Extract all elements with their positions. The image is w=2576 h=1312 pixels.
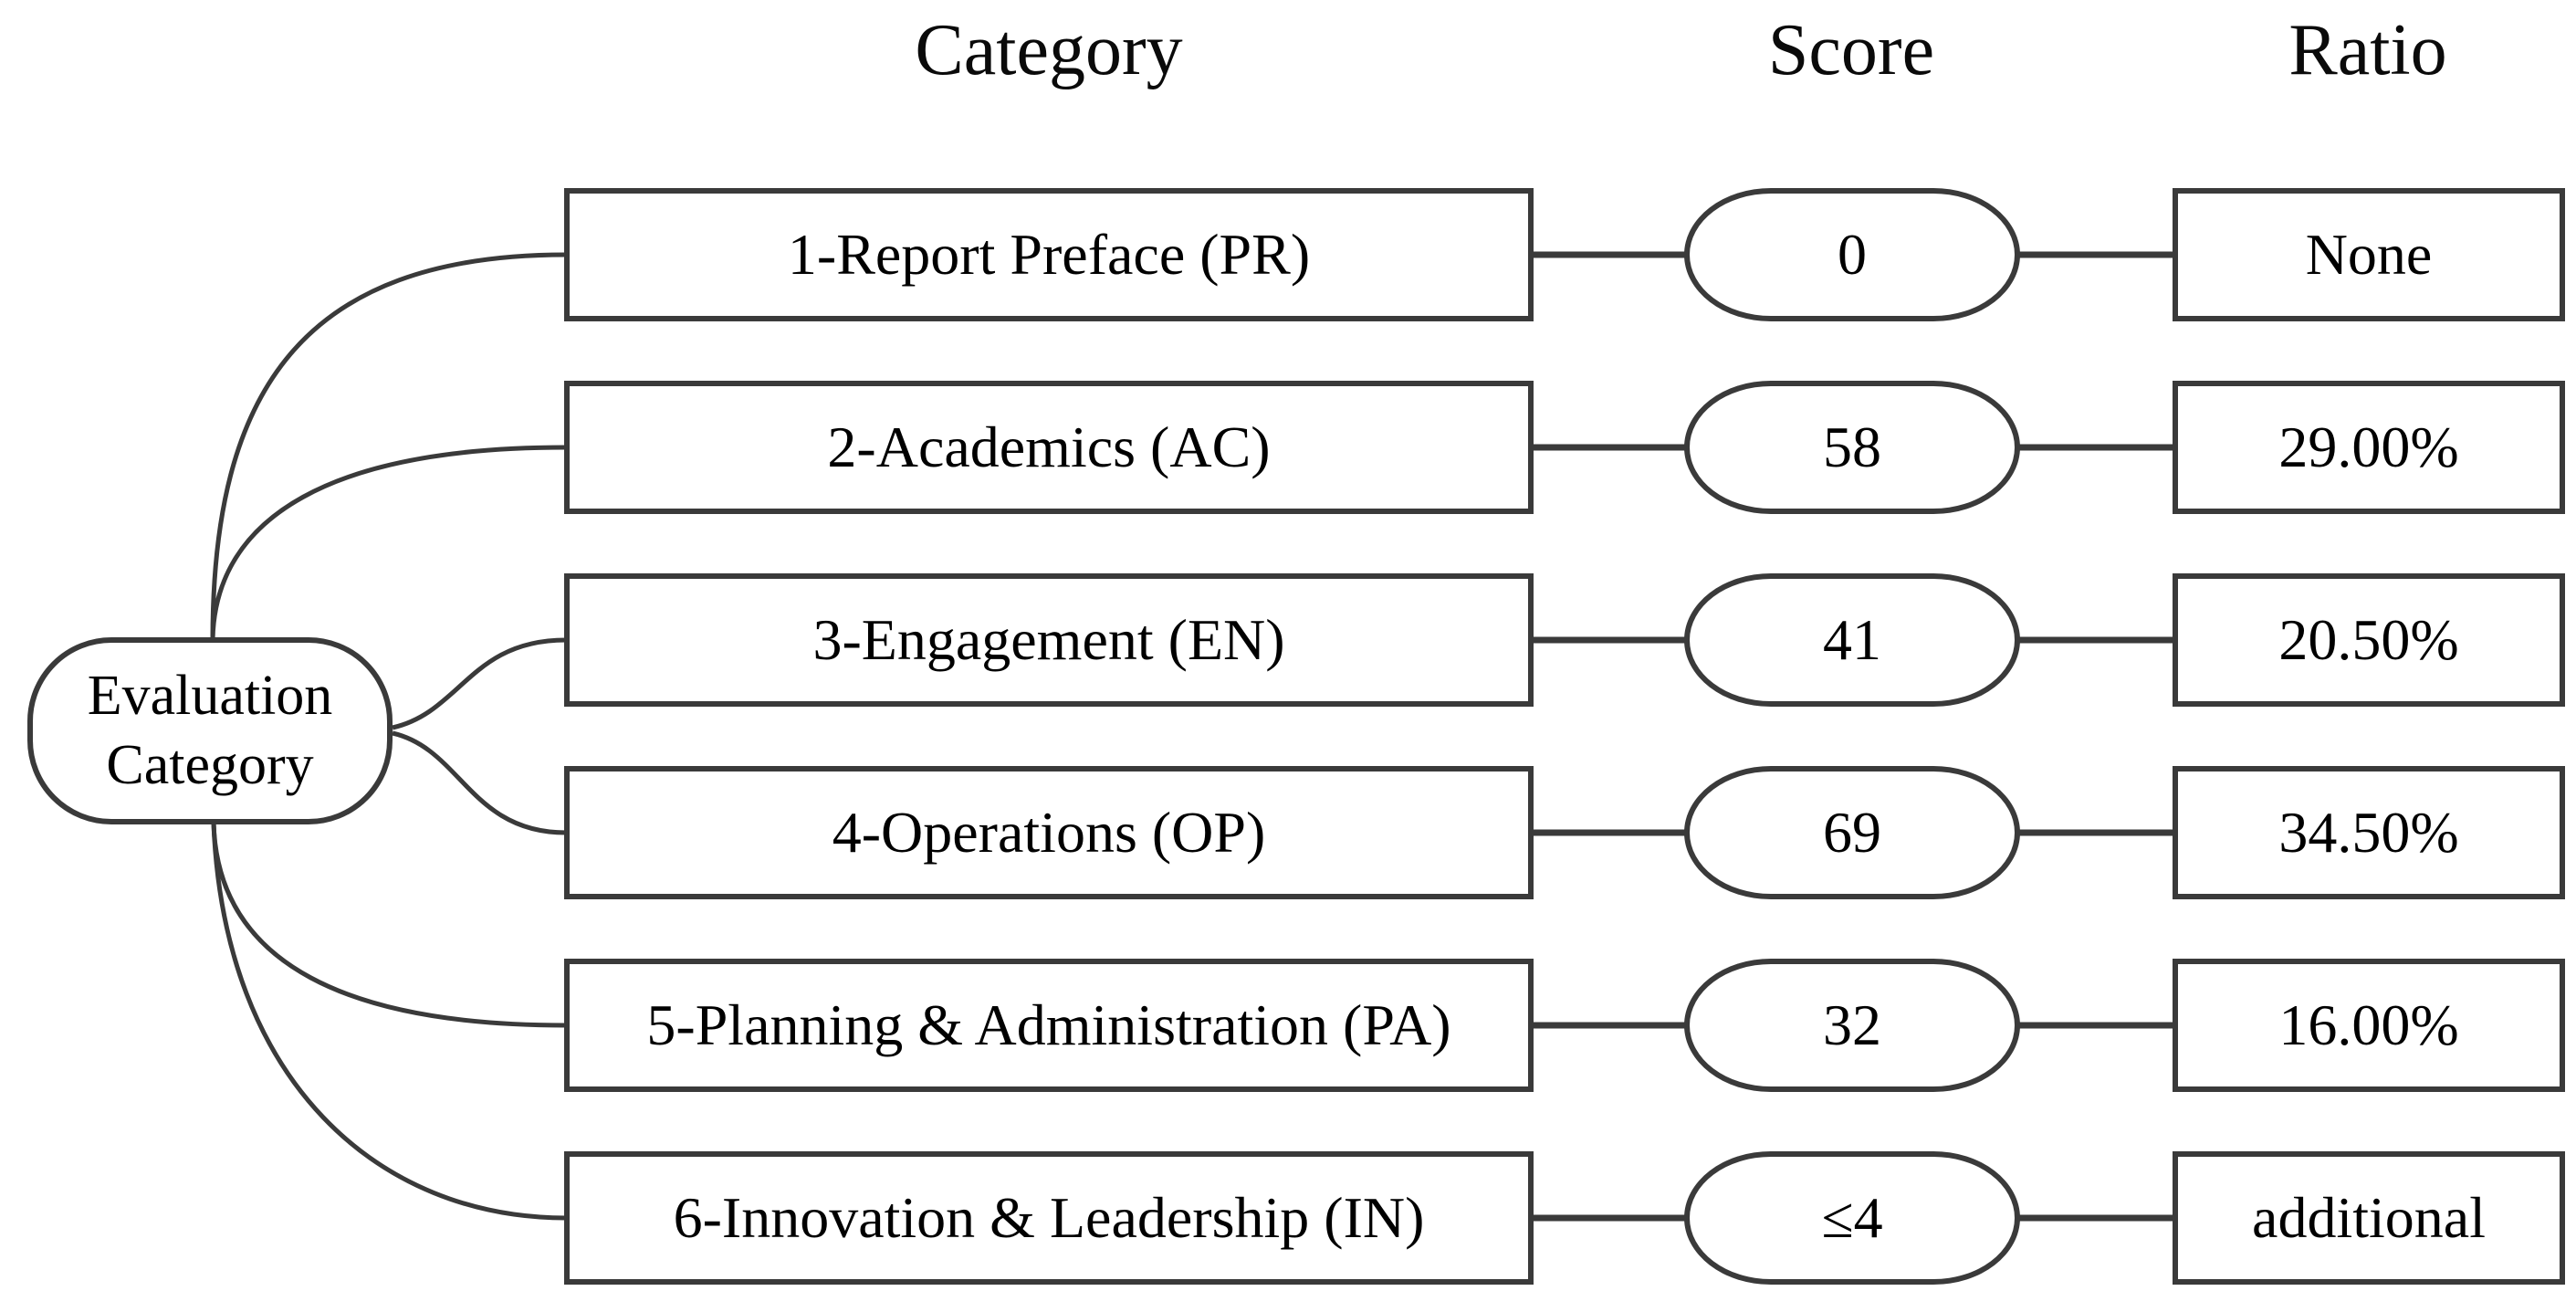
score-pill-operations: 69	[1684, 766, 2020, 899]
column-header-score: Score	[1767, 9, 1935, 90]
edge-root-to-row1	[210, 252, 567, 640]
ratio-box-planning-administration: 16.00%	[2173, 959, 2565, 1092]
category-box-report-preface: 1-Report Preface (PR)	[564, 188, 1534, 321]
score-pill-report-preface: 0	[1684, 188, 2020, 321]
edge-root-to-row3	[392, 637, 567, 730]
score-pill-academics: 58	[1684, 381, 2020, 514]
ratio-box-operations: 34.50%	[2173, 766, 2565, 899]
edge-root-to-row6	[211, 822, 567, 1221]
category-box-academics: 2-Academics (AC)	[564, 381, 1534, 514]
ratio-box-academics: 29.00%	[2173, 381, 2565, 514]
root-branch-curves	[210, 252, 567, 1221]
edge-root-to-row4	[392, 730, 567, 835]
column-header-ratio: Ratio	[2288, 9, 2447, 90]
root-node-label-line2: Category	[106, 733, 314, 796]
row-connector-lines	[1530, 251, 2178, 1222]
root-node-evaluation-category: Evaluation Category	[27, 637, 393, 824]
score-pill-planning-administration: 32	[1684, 959, 2020, 1092]
score-pill-innovation-leadership: ≤4	[1684, 1151, 2020, 1285]
score-pill-engagement: 41	[1684, 573, 2020, 707]
ratio-box-report-preface: None	[2173, 188, 2565, 321]
root-node-label-line1: Evaluation	[87, 664, 333, 727]
ratio-box-innovation-leadership: additional	[2173, 1151, 2565, 1285]
category-box-innovation-leadership: 6-Innovation & Leadership (IN)	[564, 1151, 1534, 1285]
ratio-box-engagement: 20.50%	[2173, 573, 2565, 707]
category-box-engagement: 3-Engagement (EN)	[564, 573, 1534, 707]
category-box-planning-administration: 5-Planning & Administration (PA)	[564, 959, 1534, 1092]
edge-root-to-row2	[210, 445, 567, 640]
category-box-operations: 4-Operations (OP)	[564, 766, 1534, 899]
column-header-category: Category	[915, 9, 1183, 90]
edge-root-to-row5	[211, 822, 567, 1028]
